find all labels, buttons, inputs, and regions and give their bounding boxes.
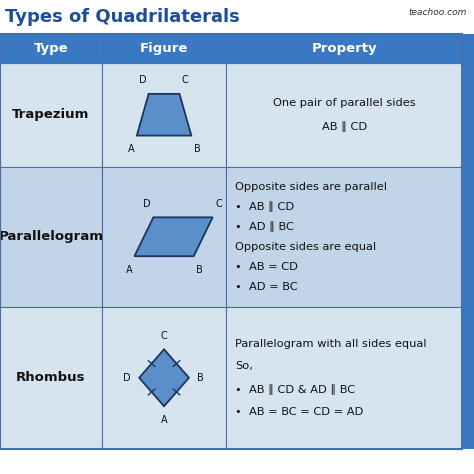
Text: •  AB = BC = CD = AD: • AB = BC = CD = AD	[235, 407, 363, 417]
Text: Types of Quadrilaterals: Types of Quadrilaterals	[5, 8, 239, 26]
Text: So,: So,	[235, 361, 253, 372]
Bar	[101, 34, 227, 63]
Text: Rhombus: Rhombus	[16, 371, 86, 384]
Text: D: D	[123, 373, 131, 383]
Bar	[101, 63, 227, 167]
Bar	[0, 34, 101, 63]
Bar	[101, 307, 227, 449]
Text: C: C	[182, 75, 189, 85]
Text: A: A	[161, 415, 167, 425]
Text: •  AB ∥ CD: • AB ∥ CD	[235, 201, 294, 212]
Bar	[227, 34, 462, 63]
Polygon shape	[137, 94, 191, 136]
Text: D: D	[144, 199, 151, 209]
Bar	[227, 167, 462, 307]
Text: Opposite sides are equal: Opposite sides are equal	[235, 242, 376, 252]
Text: •  AB ∥ CD & AD ∥ BC: • AB ∥ CD & AD ∥ BC	[235, 384, 355, 394]
Text: B: B	[198, 373, 204, 383]
Bar	[0, 307, 101, 449]
Text: teachoo.com: teachoo.com	[409, 9, 467, 18]
Bar	[0, 34, 462, 449]
Bar	[462, 34, 474, 449]
Text: •  AD = BC: • AD = BC	[235, 282, 298, 292]
Text: AB ∥ CD: AB ∥ CD	[322, 121, 367, 131]
Text: •  AD ∥ BC: • AD ∥ BC	[235, 221, 294, 232]
Text: A: A	[128, 144, 135, 154]
Text: Parallelogram: Parallelogram	[0, 230, 103, 243]
Polygon shape	[135, 217, 213, 256]
Text: Type: Type	[34, 42, 68, 55]
Bar	[227, 307, 462, 449]
Text: B: B	[196, 264, 203, 275]
Text: •  AB = CD: • AB = CD	[235, 262, 298, 272]
Text: D: D	[139, 75, 146, 85]
Text: Figure: Figure	[140, 42, 188, 55]
Text: Property: Property	[311, 42, 377, 55]
Text: C: C	[161, 331, 167, 341]
Text: C: C	[215, 199, 222, 209]
Text: Opposite sides are parallel: Opposite sides are parallel	[235, 182, 387, 192]
Text: B: B	[194, 144, 201, 154]
Polygon shape	[139, 349, 189, 406]
Text: Parallelogram with all sides equal: Parallelogram with all sides equal	[235, 338, 427, 349]
Bar	[227, 63, 462, 167]
Bar	[0, 63, 101, 167]
Bar	[0, 167, 101, 307]
Text: Trapezium: Trapezium	[12, 108, 90, 121]
Text: One pair of parallel sides: One pair of parallel sides	[273, 98, 416, 109]
Bar	[101, 167, 227, 307]
Text: A: A	[126, 264, 132, 275]
